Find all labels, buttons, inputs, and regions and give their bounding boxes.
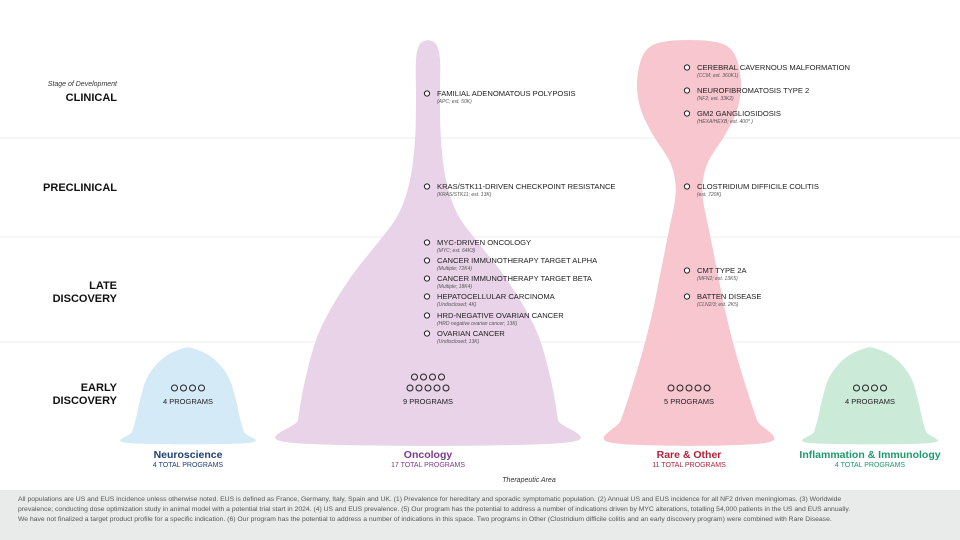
- stage-labels: Stage of Development EARLYDISCOVERYLATED…: [43, 81, 118, 407]
- early-program-marker: [406, 384, 414, 392]
- early-program-marker: [871, 384, 878, 392]
- program-detail: (est. 720K): [697, 192, 722, 198]
- stage-label-clinical: CLINICAL: [66, 92, 118, 104]
- program-marker: [423, 312, 431, 319]
- early-program-marker: [676, 384, 684, 392]
- area-name-1: Oncology: [404, 449, 453, 461]
- program-marker: [683, 110, 691, 117]
- program-marker: [423, 257, 431, 264]
- early-program-marker: [853, 384, 860, 392]
- program-marker: [423, 293, 431, 300]
- program-list: 4 PROGRAMS 9 PROGRAMS 5 PROGRAMS 4 PROGRAMS…: [163, 63, 895, 406]
- program-name: HEPATOCELLULAR CARCINOMA: [437, 292, 556, 301]
- program-name: HRD-NEGATIVE OVARIAN CANCER: [437, 311, 564, 320]
- early-count-label: 9 PROGRAMS: [403, 397, 453, 406]
- footnote-line-2: prevalence; conducting dose optimization…: [18, 506, 851, 513]
- early-program-marker: [694, 384, 702, 392]
- program-marker: [683, 64, 691, 71]
- program-marker: [423, 275, 431, 282]
- program-name: CLOSTRIDIUM DIFFICILE COLITIS: [697, 182, 819, 191]
- stage-label-preclinical: PRECLINICAL: [43, 182, 117, 194]
- early-program-marker: [438, 373, 445, 381]
- early-program-marker: [442, 384, 450, 392]
- early-count-label: 4 PROGRAMS: [163, 397, 213, 406]
- area-total-3: 4 TOTAL PROGRAMS: [835, 462, 905, 469]
- program-name: CANCER IMMUNOTHERAPY TARGET BETA: [437, 274, 593, 283]
- program-detail: (Multiple; 72K4): [437, 266, 472, 272]
- stage-label-late: LATE: [89, 280, 117, 292]
- program-marker: [683, 293, 691, 300]
- early-program-marker: [862, 384, 869, 392]
- program-detail: (NF2; est. 33K2): [697, 96, 734, 102]
- program-detail: (Undisclosed; 13K): [437, 339, 480, 345]
- program-detail: (Undisclosed; 4K): [437, 302, 477, 308]
- program-detail: (KRAS/STK11; est. 13K): [437, 192, 492, 198]
- area-total-2: 11 TOTAL PROGRAMS: [652, 462, 726, 469]
- early-program-marker: [703, 384, 711, 392]
- program-name: FAMILIAL ADENOMATOUS POLYPOSIS: [437, 89, 576, 98]
- footnote-line-3: We have not finalized a target product p…: [18, 516, 832, 523]
- early-program-marker: [685, 384, 693, 392]
- program-detail: (HRD negative ovarian cancer; 13K): [437, 321, 518, 327]
- early-program-marker: [420, 373, 427, 381]
- early-count-label: 4 PROGRAMS: [845, 397, 895, 406]
- footnotes: All populations are US and EUS incidence…: [0, 490, 960, 540]
- area-shape-0: [120, 347, 256, 445]
- program-marker: [683, 267, 691, 274]
- early-program-marker: [180, 384, 187, 392]
- program-name: BATTEN DISEASE: [697, 292, 761, 301]
- program-marker: [423, 183, 431, 190]
- program-detail: (MFN2; est. 13K5): [697, 276, 738, 282]
- early-program-marker: [880, 384, 887, 392]
- program-name: CANCER IMMUNOTHERAPY TARGET ALPHA: [437, 256, 598, 265]
- early-count-label: 5 PROGRAMS: [664, 397, 714, 406]
- program-detail: (CLN2/3; est. 2K5): [697, 302, 739, 308]
- area-total-0: 4 TOTAL PROGRAMS: [153, 462, 223, 469]
- program-detail: (MYC; est. 64K3): [437, 248, 476, 254]
- program-marker: [683, 183, 691, 190]
- area-shape-3: [802, 347, 938, 445]
- early-program-marker: [433, 384, 441, 392]
- program-name: CEREBRAL CAVERNOUS MALFORMATION: [697, 63, 850, 72]
- program-name: NEUROFIBROMATOSIS TYPE 2: [697, 86, 809, 95]
- program-detail: (HEXA/HEXB; est. 400* ): [697, 119, 753, 125]
- program-detail: (APC; est. 50K): [437, 99, 472, 105]
- area-total-1: 17 TOTAL PROGRAMS: [391, 462, 465, 469]
- early-program-marker: [198, 384, 205, 392]
- early-program-marker: [171, 384, 178, 392]
- stage-label-late-line2: DISCOVERY: [53, 293, 118, 305]
- program-marker: [423, 239, 431, 246]
- stage-caption: Stage of Development: [48, 81, 118, 88]
- stage-label-early-line2: DISCOVERY: [53, 395, 118, 407]
- program-name: KRAS/STK11-DRIVEN CHECKPOINT RESISTANCE: [437, 182, 616, 191]
- pipeline-chart: Stage of Development EARLYDISCOVERYLATED…: [0, 40, 960, 484]
- program-detail: (CCM; est. 360K1): [697, 73, 739, 79]
- program-name: GM2 GANGLIOSIDOSIS: [697, 109, 781, 118]
- program-marker: [423, 330, 431, 337]
- area-name-0: Neuroscience: [154, 449, 223, 461]
- stage-label-early: EARLY: [81, 382, 118, 394]
- x-axis-label: Therapeutic Area: [502, 477, 556, 484]
- area-name-3: Inflammation & Immunology: [799, 449, 940, 461]
- program-name: CMT TYPE 2A: [697, 266, 747, 275]
- early-program-marker: [429, 373, 436, 381]
- early-program-marker: [424, 384, 432, 392]
- program-name: OVARIAN CANCER: [437, 329, 505, 338]
- area-name-2: Rare & Other: [657, 449, 722, 461]
- early-program-marker: [667, 384, 675, 392]
- area-shape-2: [603, 40, 775, 446]
- early-program-marker: [189, 384, 196, 392]
- program-marker: [423, 90, 431, 97]
- early-program-marker: [411, 373, 418, 381]
- program-detail: (Multiple; 18K4): [437, 284, 472, 290]
- program-marker: [683, 87, 691, 94]
- footnote-line-1: All populations are US and EUS incidence…: [18, 496, 842, 503]
- early-program-marker: [415, 384, 423, 392]
- program-name: MYC-DRIVEN ONCOLOGY: [437, 238, 531, 247]
